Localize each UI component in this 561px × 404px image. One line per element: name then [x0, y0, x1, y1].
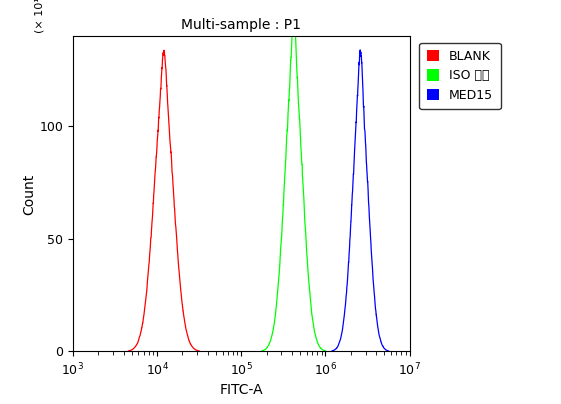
- Y-axis label: Count: Count: [22, 173, 36, 215]
- Legend: BLANK, ISO 多抗, MED15: BLANK, ISO 多抗, MED15: [419, 42, 501, 109]
- Text: (× 10¹): (× 10¹): [34, 0, 44, 33]
- X-axis label: FITC-A: FITC-A: [219, 383, 263, 398]
- Title: Multi-sample : P1: Multi-sample : P1: [181, 19, 301, 32]
